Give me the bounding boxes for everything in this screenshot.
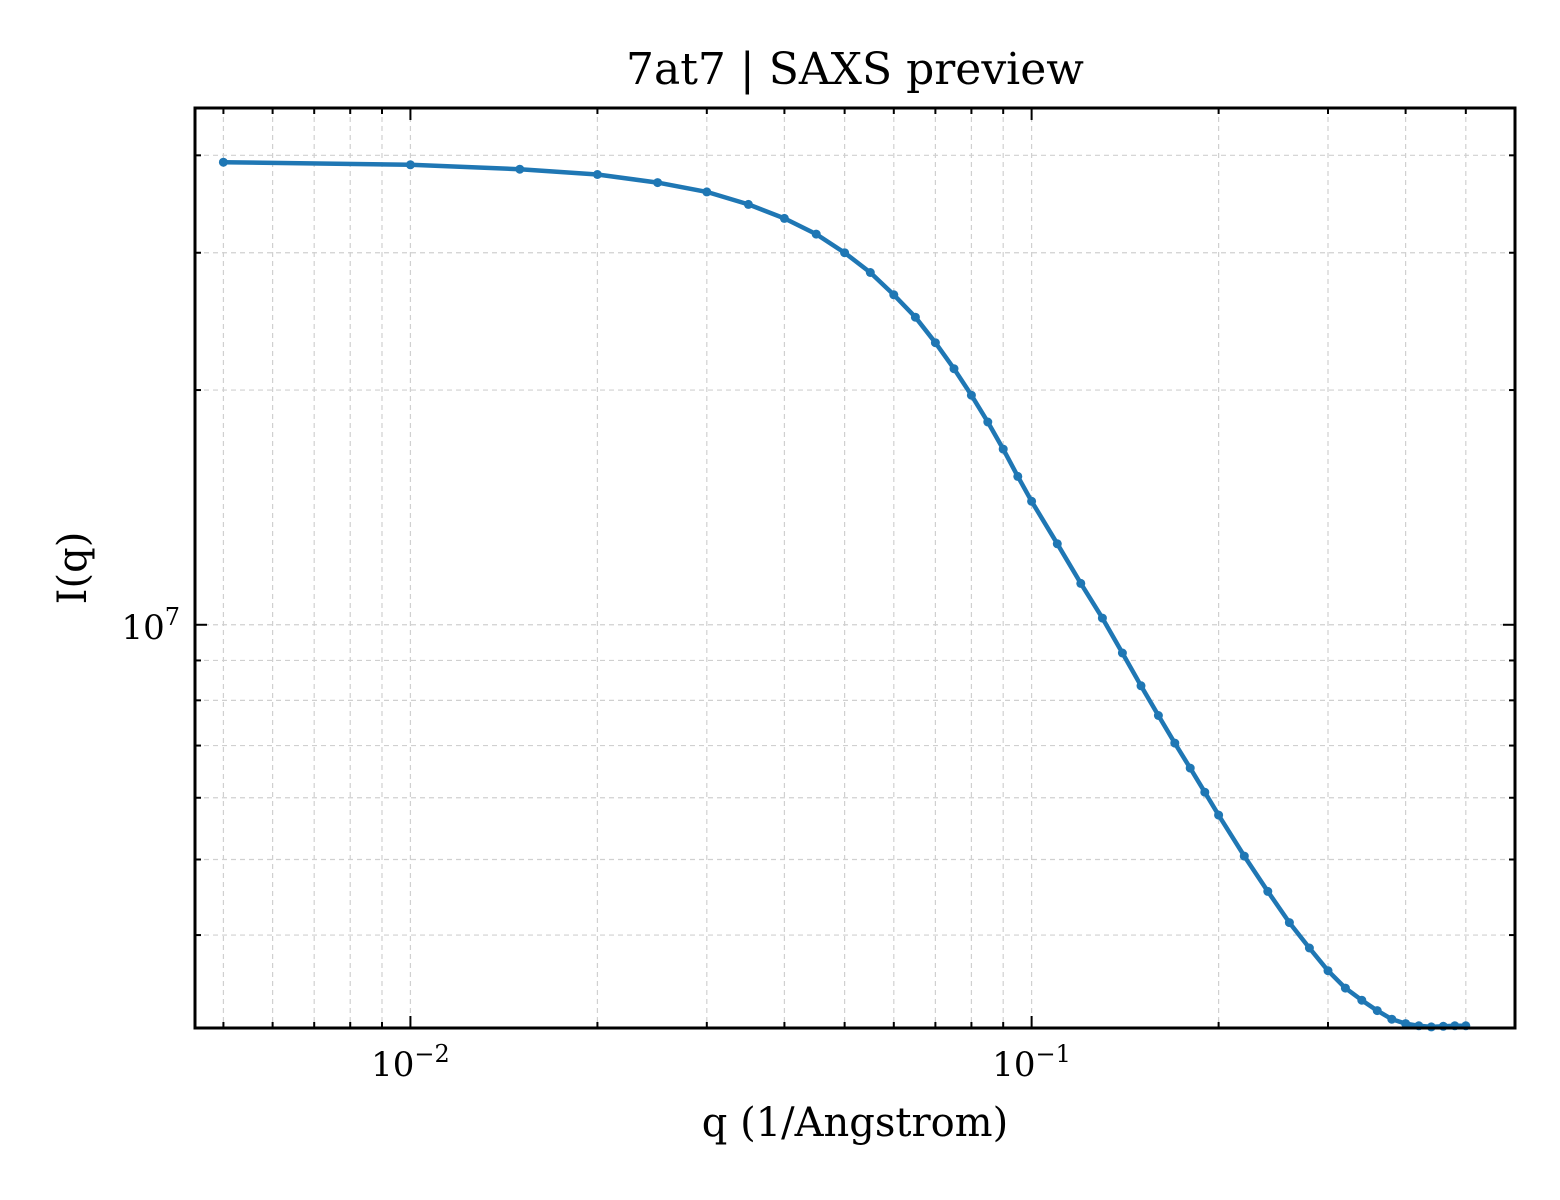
- data-point: [218, 157, 228, 167]
- labels-layer: 10−2 10−1 107: [121, 603, 1070, 1085]
- data-point: [930, 338, 940, 348]
- data-point: [998, 444, 1008, 454]
- data-point: [653, 178, 663, 188]
- x-tick-label: 10−2: [371, 1040, 450, 1085]
- data-point: [1170, 738, 1180, 748]
- grid-layer: [195, 108, 1515, 1028]
- data-point: [1387, 1014, 1397, 1024]
- data-point: [702, 187, 712, 197]
- data-point: [1372, 1006, 1382, 1016]
- data-point: [1340, 983, 1350, 993]
- data-point: [1136, 681, 1146, 691]
- data-point: [1153, 711, 1163, 720]
- data-point: [1239, 851, 1249, 861]
- data-point: [949, 364, 959, 374]
- data-point: [743, 199, 753, 209]
- data-point: [1304, 943, 1314, 953]
- y-tick-label: 107: [121, 603, 180, 648]
- data-point: [1117, 648, 1127, 658]
- data-point: [1013, 471, 1023, 481]
- data-point: [966, 390, 976, 400]
- data-point: [1052, 539, 1062, 549]
- data-point: [840, 248, 850, 258]
- data-point: [889, 290, 899, 300]
- plot-frame: [193, 106, 1517, 1030]
- data-point: [811, 229, 821, 239]
- chart-title: 7at7 | SAXS preview: [626, 44, 1084, 95]
- y-axis-label: I(q): [50, 532, 96, 605]
- data-point: [865, 268, 875, 277]
- data-point: [1284, 918, 1294, 928]
- data-point: [910, 312, 920, 322]
- data-point: [1200, 787, 1210, 797]
- data-point: [1214, 810, 1224, 820]
- data-point: [1401, 1019, 1411, 1029]
- data-point: [515, 164, 525, 174]
- x-tick-label: 10−1: [992, 1040, 1071, 1085]
- data-point: [1357, 995, 1367, 1005]
- data-point: [779, 213, 789, 223]
- data-point: [405, 160, 415, 170]
- data-point: [1323, 966, 1333, 976]
- x-axis-label: q (1/Angstrom): [702, 1100, 1008, 1146]
- data-point: [1076, 578, 1086, 588]
- data-point: [983, 417, 993, 427]
- series-layer: [218, 157, 1471, 1032]
- data-point: [1027, 496, 1037, 506]
- data-point: [1097, 613, 1107, 623]
- data-point: [1185, 763, 1195, 773]
- data-point: [1263, 886, 1273, 896]
- data-point: [592, 170, 602, 179]
